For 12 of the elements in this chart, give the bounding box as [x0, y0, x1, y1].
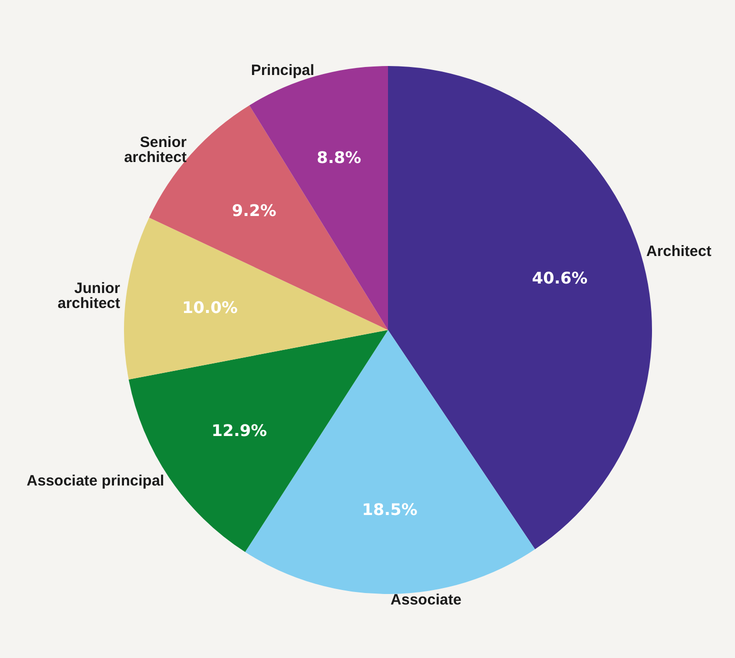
slice-label: Associate principal — [26, 472, 164, 490]
slice-label: Associate — [390, 591, 462, 608]
slice-label: Architect — [646, 242, 712, 260]
slice-label: Principal — [250, 62, 314, 79]
slice-label: Senior architect — [124, 134, 187, 166]
data-label: 18.5% — [362, 500, 418, 520]
data-label: 9.2% — [232, 200, 276, 220]
data-label: 12.9% — [211, 420, 267, 440]
slice-label: Junior architect — [58, 280, 120, 312]
data-label: 10.0% — [182, 298, 238, 317]
data-label: 8.8% — [316, 148, 362, 167]
data-label: 40.6% — [532, 268, 588, 288]
